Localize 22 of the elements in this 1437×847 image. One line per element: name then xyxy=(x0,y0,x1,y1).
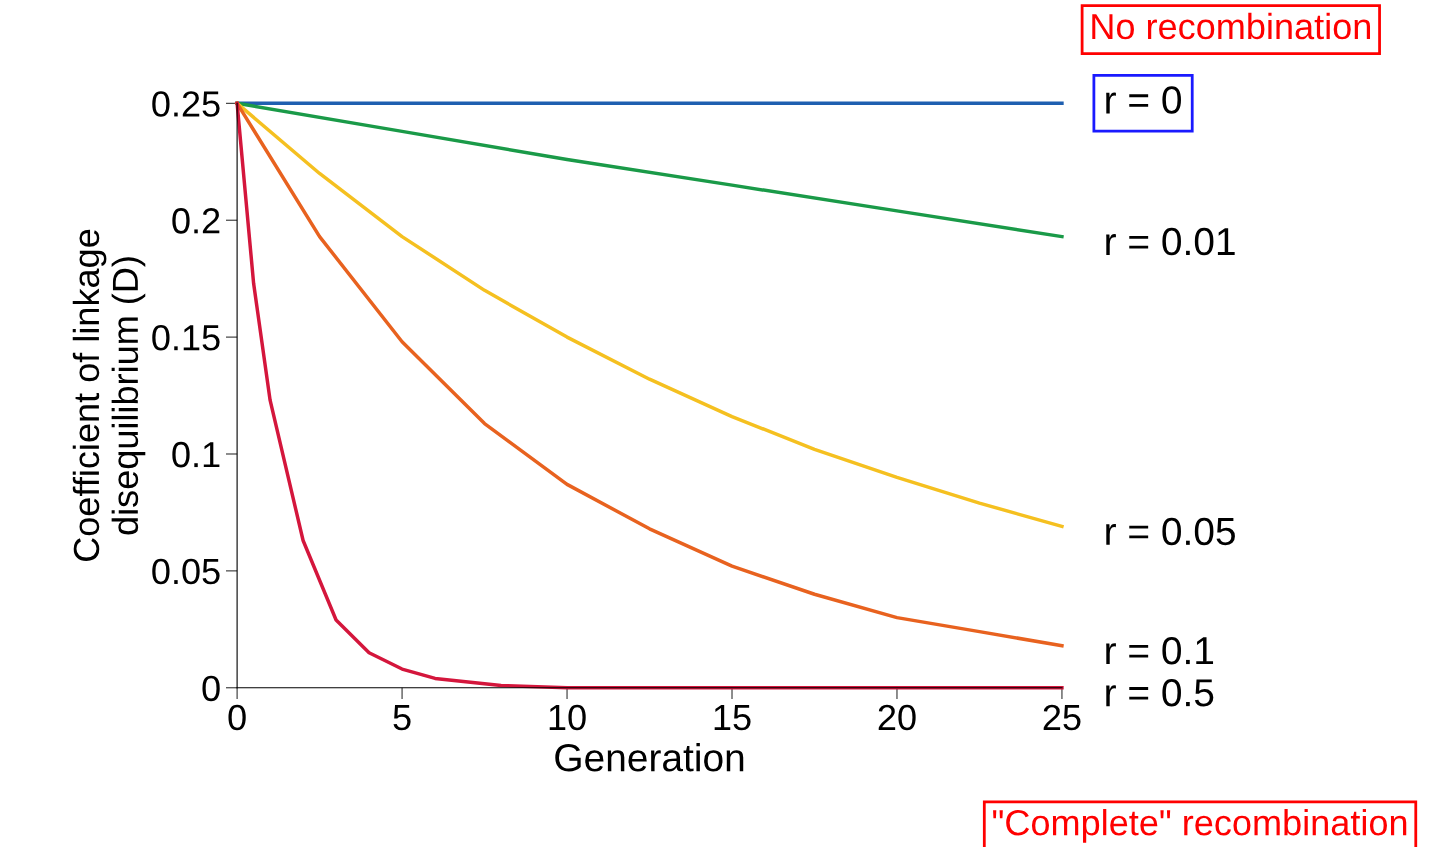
series-label: r = 0 xyxy=(1106,86,1181,114)
y-tick-label: 0.1 xyxy=(172,441,220,468)
y-tick-label: 0 xyxy=(202,675,220,702)
x-tick-label: 5 xyxy=(393,705,411,731)
x-tick-label: 15 xyxy=(714,705,751,731)
y-tick-label: 0.05 xyxy=(152,558,220,585)
y-axis-title: Coefficient of linkage disequilibrium (D) xyxy=(72,229,146,561)
series-label: r = 0.05 xyxy=(1106,517,1235,546)
x-tick-label: 20 xyxy=(878,704,916,731)
x-tick-label: 25 xyxy=(1043,704,1081,731)
series-label: r = 0.1 xyxy=(1106,636,1214,665)
x-axis-title: Generation xyxy=(555,742,744,772)
y-tick-label: 0.2 xyxy=(172,208,220,234)
text: "Complete" recombination xyxy=(993,808,1407,843)
series-label: r = 0.5 xyxy=(1106,679,1214,707)
x-tick-label: 10 xyxy=(549,704,586,731)
x-tick-label: 0 xyxy=(228,704,246,731)
line-series xyxy=(235,101,1064,529)
y-tick-label: 0.15 xyxy=(152,324,220,351)
text: No recombination xyxy=(1092,12,1371,40)
y-tick-label: 0.25 xyxy=(152,91,220,117)
series-label: r = 0.01 xyxy=(1106,227,1235,256)
